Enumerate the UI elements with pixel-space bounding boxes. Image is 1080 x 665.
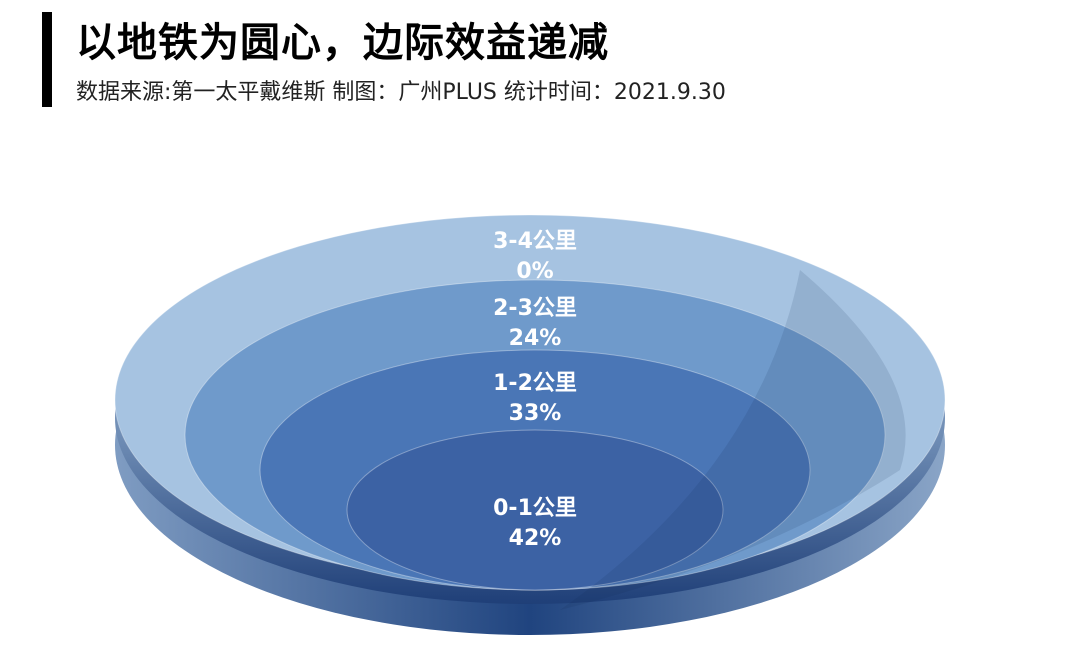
ring-label-value: 24%	[509, 326, 562, 351]
rings	[114, 214, 946, 610]
ring-label-value: 33%	[509, 401, 562, 426]
ring-label-value: 0%	[516, 259, 553, 284]
ring-label-category: 0-1公里	[493, 496, 577, 521]
ring-label-category: 2-3公里	[493, 296, 577, 321]
ring-label-category: 1-2公里	[493, 371, 577, 396]
ring-labels: 0-1公里 42% 1-2公里 33% 2-3公里 24% 3-4公里 0%	[493, 229, 577, 551]
ring-label-value: 42%	[509, 526, 562, 551]
ring-0-1公里	[346, 429, 724, 591]
page-title: 以地铁为圆心，边际效益递减	[76, 20, 609, 66]
ring-shading	[560, 270, 906, 610]
title-accent-bar	[42, 12, 52, 107]
page-subtitle: 数据来源:第一太平戴维斯 制图：广州PLUS 统计时间：2021.9.30	[76, 80, 726, 105]
ring-label-category: 3-4公里	[493, 229, 577, 254]
